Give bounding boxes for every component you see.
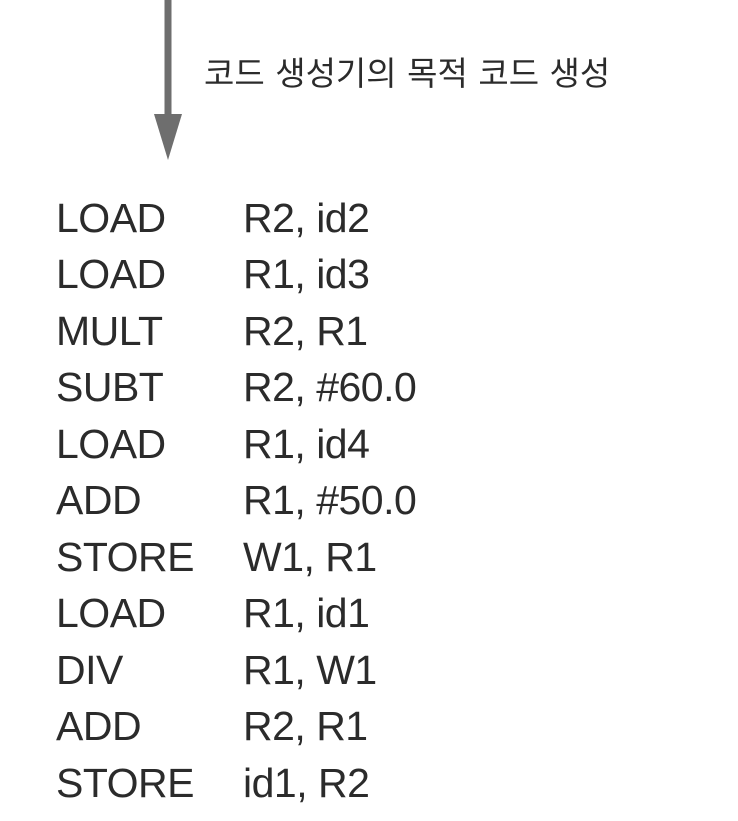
code-line: SUBT R2, #60.0 — [56, 360, 417, 417]
code-line: LOAD R1, id4 — [56, 416, 416, 473]
opcode: LOAD — [56, 194, 166, 241]
opcode: STORE — [56, 759, 195, 806]
operands: id1, R2 — [243, 759, 370, 806]
arrow-head — [154, 114, 182, 160]
stage-caption: 코드 생성기의 목적 코드 생성 — [204, 54, 611, 93]
operands: R1, #50.0 — [243, 477, 417, 524]
code-line: LOAD R2, id2 — [56, 190, 416, 247]
operands: R2, id2 — [243, 194, 370, 241]
code-line: MULT R2, R1 — [56, 303, 416, 360]
operands: R1, id1 — [243, 590, 370, 637]
opcode: STORE — [56, 533, 195, 580]
operands: R1, W1 — [243, 646, 377, 693]
operands: R2, R1 — [243, 307, 368, 354]
code-line: ADD R1, #50.0 — [56, 473, 417, 530]
opcode: ADD — [56, 703, 142, 750]
code-line: LOAD R1, id3 — [56, 247, 416, 304]
code-line: ADD R2, R1 — [56, 699, 416, 756]
opcode: LOAD — [56, 251, 166, 298]
code-line: LOAD R1, id1 — [56, 586, 416, 643]
opcode: DIV — [56, 646, 123, 693]
arrow-shaft — [164, 0, 172, 122]
code-line: STORE id1, R2 — [56, 755, 416, 812]
code-line: STORE W1, R1 — [56, 529, 416, 586]
opcode: MULT — [56, 307, 163, 354]
opcode: LOAD — [56, 590, 166, 637]
code-line: DIV R1, W1 — [56, 642, 416, 699]
down-arrow-icon — [154, 0, 182, 160]
opcode: ADD — [56, 477, 142, 524]
operands: R1, id4 — [243, 420, 370, 467]
operands: R1, id3 — [243, 251, 370, 298]
opcode: LOAD — [56, 420, 166, 467]
operands: R2, #60.0 — [243, 364, 417, 411]
operands: R2, R1 — [243, 703, 368, 750]
object-code-listing: LOAD R2, id2 LOAD R1, id3 MULT R2, R1 SUBT R… — [56, 190, 417, 812]
opcode: SUBT — [56, 364, 164, 411]
operands: W1, R1 — [243, 533, 377, 580]
